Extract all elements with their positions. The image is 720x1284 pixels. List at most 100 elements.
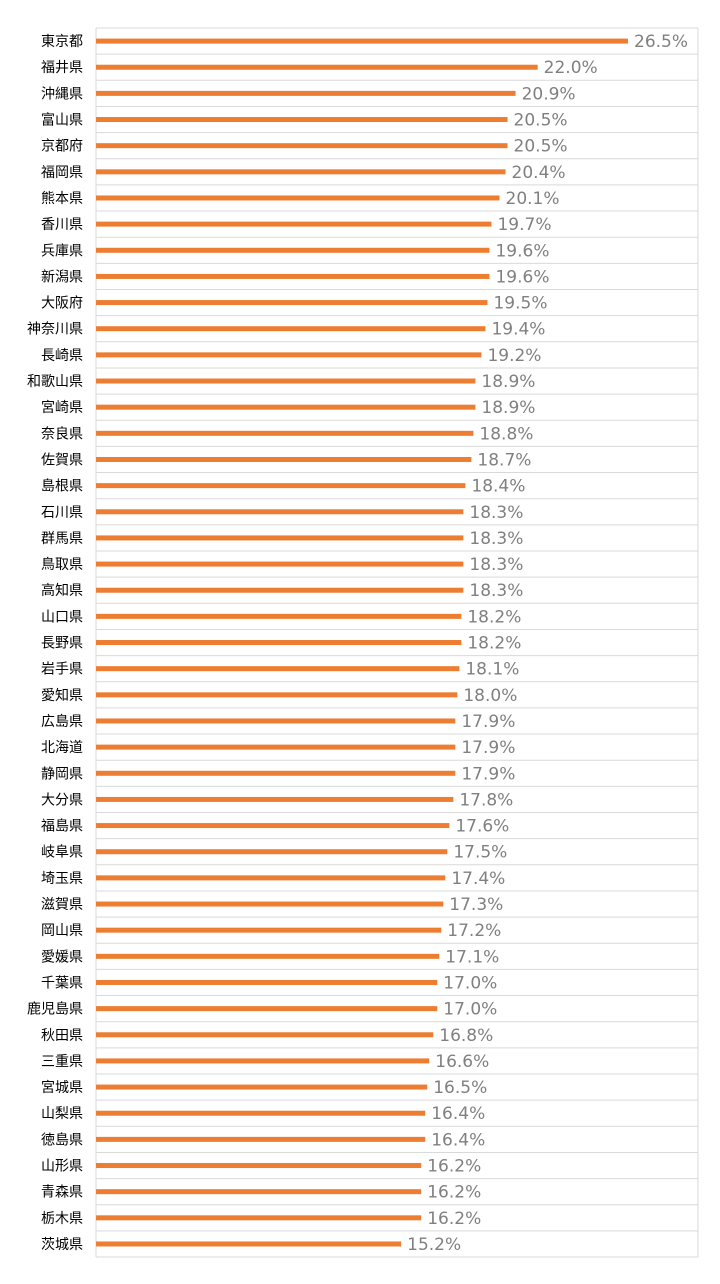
data-label: 18.7% <box>477 450 531 470</box>
bar <box>96 640 462 646</box>
data-label: 17.9% <box>461 738 515 758</box>
category-label: 長崎県 <box>41 348 83 364</box>
category-label: 新潟県 <box>41 269 83 285</box>
bar <box>96 1241 402 1247</box>
category-label: 東京都 <box>41 34 83 50</box>
category-label: 岩手県 <box>41 662 83 678</box>
bar <box>96 823 450 829</box>
category-label: 滋賀県 <box>41 897 83 913</box>
category-label: 鹿児島県 <box>27 1001 83 1018</box>
bar <box>96 535 464 541</box>
bar <box>96 561 464 567</box>
data-label: 17.1% <box>445 947 499 967</box>
data-label: 19.7% <box>497 215 551 235</box>
category-label: 兵庫県 <box>41 242 83 259</box>
data-label: 17.3% <box>449 895 503 915</box>
data-label: 18.3% <box>469 529 523 549</box>
category-label: 鳥取県 <box>41 557 83 573</box>
category-label: 山形県 <box>41 1159 83 1175</box>
bar <box>96 247 490 253</box>
category-label: 愛媛県 <box>41 949 83 965</box>
category-label: 大阪府 <box>41 296 83 312</box>
data-label: 22.0% <box>544 58 598 78</box>
bar <box>96 483 466 489</box>
category-label: 神奈川県 <box>27 322 83 338</box>
bar <box>96 1006 438 1012</box>
category-label: 宮崎県 <box>41 400 83 416</box>
data-label: 17.8% <box>459 790 513 810</box>
category-label: 群馬県 <box>41 531 83 547</box>
category-label: 沖縄県 <box>41 86 83 102</box>
bar <box>96 953 440 959</box>
data-label: 18.1% <box>465 660 519 680</box>
data-label: 17.5% <box>453 843 507 863</box>
data-label: 16.8% <box>439 1026 493 1046</box>
bar <box>96 300 488 306</box>
data-label: 18.3% <box>469 503 523 523</box>
bar <box>96 509 464 515</box>
bar <box>96 613 462 619</box>
category-label: 茨城県 <box>41 1237 83 1253</box>
data-label: 20.5% <box>514 111 568 131</box>
bar <box>96 38 628 44</box>
category-label: 広島県 <box>41 714 83 730</box>
category-label: 三重県 <box>41 1054 83 1070</box>
category-label: 石川県 <box>41 505 83 521</box>
bar <box>96 326 486 332</box>
category-label: 岡山県 <box>41 923 83 939</box>
category-label: 山口県 <box>41 609 83 625</box>
data-label: 16.2% <box>427 1183 481 1203</box>
category-label: 富山県 <box>41 112 83 129</box>
data-label: 16.2% <box>427 1157 481 1177</box>
data-label: 18.2% <box>467 634 521 654</box>
data-label: 18.3% <box>469 581 523 601</box>
category-labels: 東京都福井県沖縄県富山県京都府福岡県熊本県香川県兵庫県新潟県大阪府神奈川県長崎県… <box>27 34 83 1253</box>
bar <box>96 117 508 123</box>
category-label: 和歌山県 <box>27 374 83 390</box>
bar <box>96 1058 430 1064</box>
category-label: 静岡県 <box>41 766 83 782</box>
category-label: 長野県 <box>41 636 83 652</box>
data-label: 17.9% <box>461 712 515 732</box>
category-label: 秋田県 <box>41 1028 83 1044</box>
bar <box>96 1189 422 1195</box>
category-label: 佐賀県 <box>41 452 83 468</box>
bar <box>96 143 508 149</box>
bar <box>96 169 506 175</box>
data-label: 19.5% <box>493 294 547 314</box>
category-label: 埼玉県 <box>41 871 83 887</box>
bar <box>96 404 476 410</box>
bar <box>96 1136 426 1142</box>
data-label: 20.4% <box>512 163 566 183</box>
bar <box>96 378 476 384</box>
data-label: 20.1% <box>506 189 560 209</box>
data-label: 19.2% <box>487 346 541 366</box>
data-label: 16.4% <box>431 1130 485 1150</box>
data-label: 19.6% <box>495 267 549 287</box>
bar <box>96 221 492 227</box>
value-labels: 26.5% 22.0% 20.9% 20.5% 20.5% 20.4% 20.1% 19.7%… <box>407 32 688 1255</box>
data-label: 18.8% <box>479 424 533 444</box>
category-label: 島根県 <box>41 479 83 495</box>
category-label: 奈良県 <box>41 426 83 442</box>
data-label: 20.9% <box>522 84 576 104</box>
bar <box>96 273 490 279</box>
data-label: 15.2% <box>407 1235 461 1255</box>
data-label: 18.2% <box>467 607 521 627</box>
data-label: 20.5% <box>514 137 568 157</box>
data-label: 18.3% <box>469 555 523 575</box>
category-label: 栃木県 <box>41 1211 83 1227</box>
data-label: 16.2% <box>427 1209 481 1229</box>
data-label: 26.5% <box>634 32 688 52</box>
bar <box>96 456 472 462</box>
category-label: 福島県 <box>41 819 83 835</box>
data-label: 17.0% <box>443 1000 497 1020</box>
bar <box>96 849 448 855</box>
data-label: 18.4% <box>471 477 525 497</box>
category-label: 大分県 <box>41 792 83 808</box>
bar <box>96 927 442 933</box>
bar <box>96 430 474 436</box>
bar <box>96 875 446 881</box>
data-label: 17.4% <box>451 869 505 889</box>
